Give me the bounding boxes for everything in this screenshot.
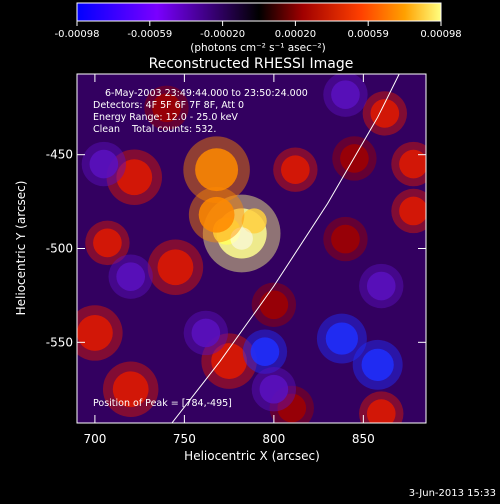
emission-blob bbox=[331, 224, 360, 254]
emission-blob bbox=[191, 318, 221, 348]
emission-blob bbox=[250, 337, 280, 367]
emission-blob bbox=[281, 155, 310, 185]
footer-date: 3-Jun-2013 15:33 bbox=[409, 488, 496, 499]
y-tick-label: -550 bbox=[46, 335, 73, 349]
emission-blob bbox=[112, 371, 149, 408]
colorbar-tick-label: -0.00059 bbox=[127, 29, 172, 40]
emission-blob bbox=[152, 93, 181, 123]
info-clean-counts: Clean Total counts: 532. bbox=[93, 124, 216, 135]
y-tick-label: -500 bbox=[46, 242, 73, 256]
colorbar-gradient bbox=[76, 2, 442, 22]
colorbar-tick-label: 0.00059 bbox=[348, 29, 389, 40]
emission-blob bbox=[331, 80, 360, 109]
colorbar-tick-label: 0.00020 bbox=[275, 29, 316, 40]
peak-position-label: Position of Peak = [784,-495] bbox=[93, 398, 232, 409]
emission-blob bbox=[259, 374, 289, 404]
colorbar-units: (photons cm⁻² s⁻¹ asec⁻²) bbox=[190, 42, 325, 54]
emission-blob bbox=[399, 196, 426, 226]
emission-blob bbox=[370, 99, 400, 128]
emission-blob bbox=[366, 399, 396, 423]
emission-peak-lobe bbox=[241, 208, 267, 234]
emission-blob bbox=[198, 196, 235, 233]
info-detectors: Detectors: 4F 5F 6F 7F 8F, Att 0 bbox=[93, 100, 244, 111]
emission-blob bbox=[116, 262, 146, 291]
colorbar-tick-label: 0.00098 bbox=[420, 29, 461, 40]
colorbar-tick-label: -0.00020 bbox=[200, 29, 245, 40]
x-tick-label: 700 bbox=[83, 432, 106, 446]
colorbar-tick-label: -0.00098 bbox=[55, 29, 100, 40]
info-energy-range: Energy Range: 12.0 - 25.0 keV bbox=[93, 112, 238, 123]
emission-blob bbox=[366, 271, 396, 301]
plot-area: 700 750 800 850 -450 -500 -550 bbox=[46, 73, 427, 446]
x-tick-label: 800 bbox=[262, 432, 285, 446]
plot-title: Reconstructed RHESSI Image bbox=[149, 56, 354, 72]
emission-map bbox=[77, 74, 426, 423]
x-tick-label: 750 bbox=[173, 432, 196, 446]
y-axis-label: Heliocentric Y (arcsec) bbox=[14, 181, 28, 316]
emission-blob bbox=[277, 393, 307, 423]
colorbar-ticks: -0.00098 -0.00059 -0.00020 0.00020 0.00059 0.… bbox=[55, 21, 462, 40]
observation-info: 6-May-2003 23:49:44.000 to 23:50:24.000 … bbox=[93, 88, 308, 409]
emission-blob bbox=[361, 348, 394, 381]
x-tick-label: 850 bbox=[352, 432, 375, 446]
y-tick-label: -450 bbox=[46, 148, 73, 162]
emission-blob bbox=[89, 149, 119, 179]
solar-limb-line bbox=[171, 74, 400, 423]
emission-peak-core bbox=[230, 227, 253, 250]
emission-blob bbox=[340, 144, 369, 173]
emission-blob bbox=[399, 149, 426, 179]
emission-blob bbox=[77, 315, 113, 351]
x-axis-label: Heliocentric X (arcsec) bbox=[184, 449, 320, 463]
axis-ticks: 700 750 800 850 -450 -500 -550 bbox=[46, 74, 426, 446]
emission-blob bbox=[195, 148, 239, 192]
emission-blob bbox=[259, 290, 289, 320]
emission-blob bbox=[157, 249, 194, 286]
emission-blob bbox=[116, 159, 153, 196]
colorbar: -0.00098 -0.00059 -0.00020 0.00020 0.00059 0.… bbox=[55, 2, 462, 54]
info-time-range: 6-May-2003 23:49:44.000 to 23:50:24.000 bbox=[105, 88, 308, 99]
emission-blob bbox=[93, 228, 122, 258]
emission-blob bbox=[211, 343, 248, 379]
emission-blob bbox=[325, 322, 358, 355]
